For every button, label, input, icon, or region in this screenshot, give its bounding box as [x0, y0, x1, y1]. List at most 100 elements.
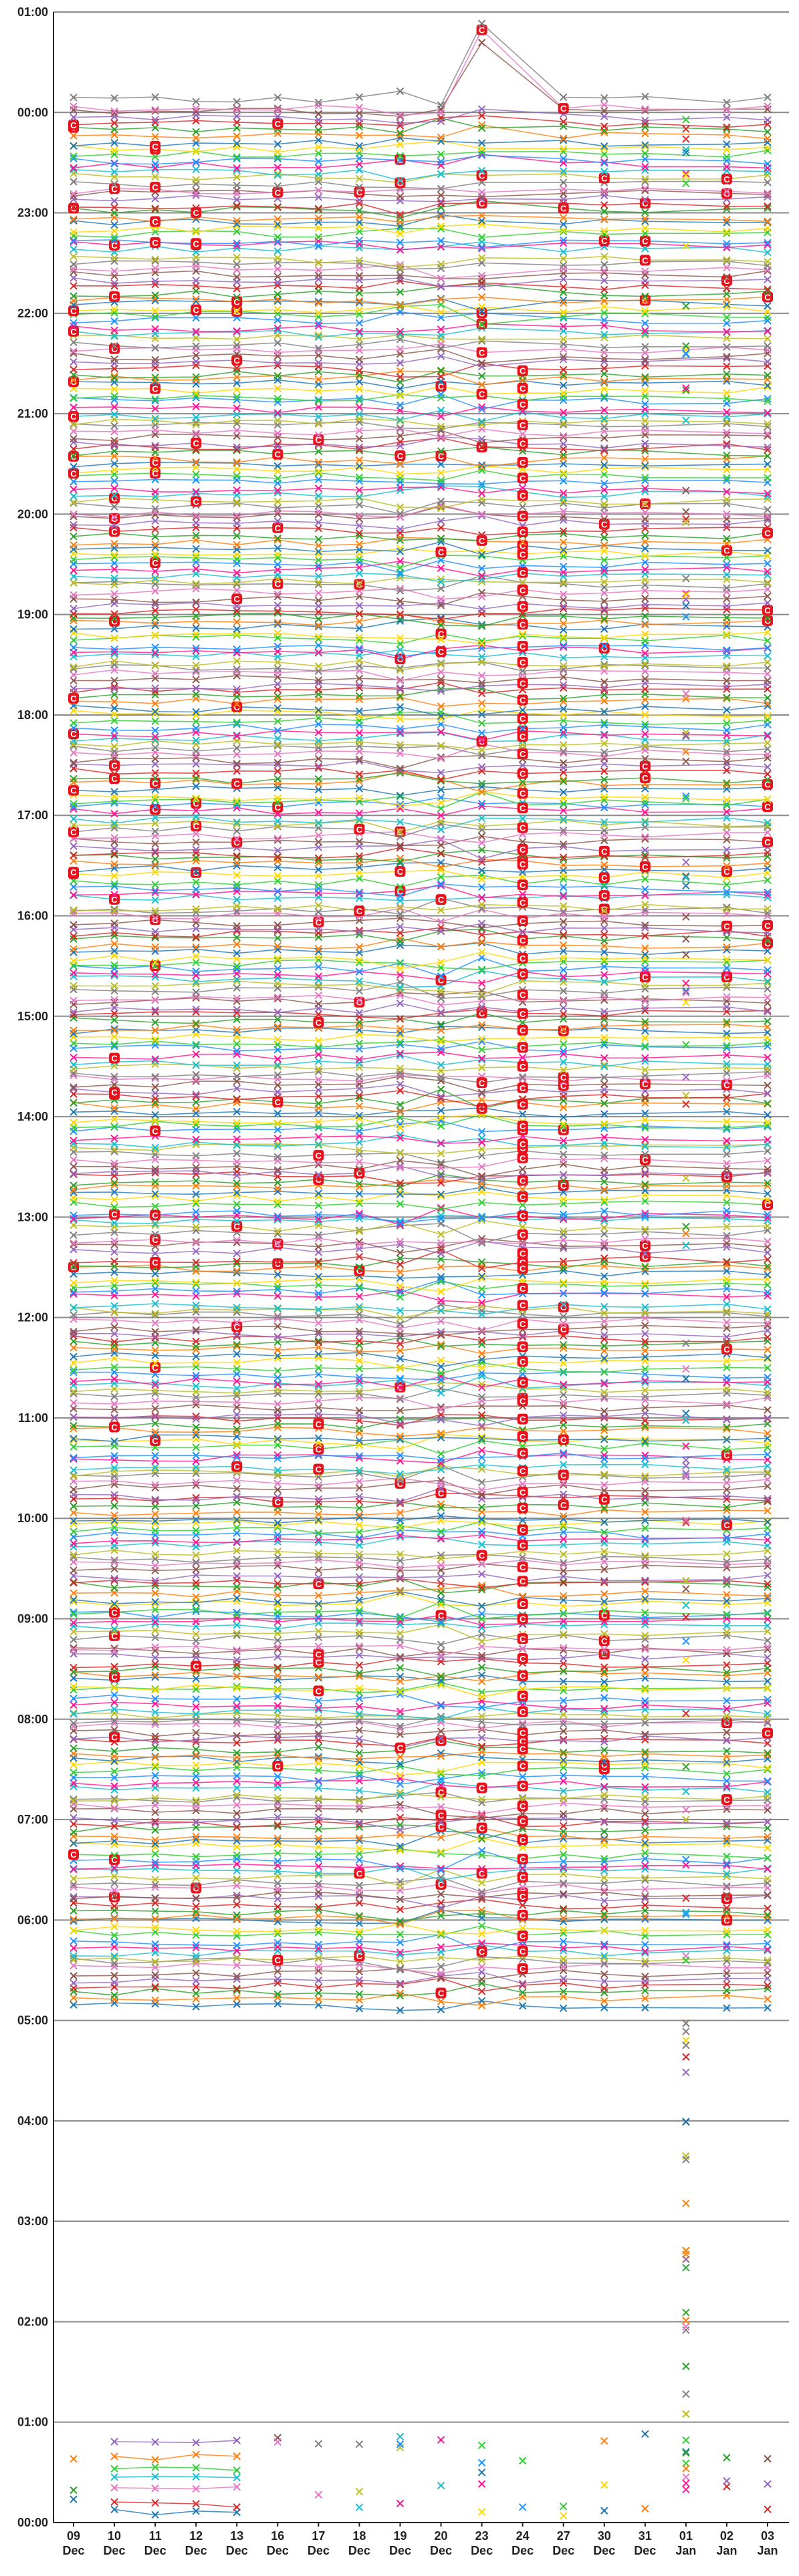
- cancelled-marker: C: [640, 1240, 651, 1251]
- service-line: [74, 1478, 768, 1490]
- service-line: [114, 2440, 237, 2442]
- service-line: [74, 1849, 768, 1859]
- service-line: [74, 1208, 768, 1225]
- service-line: [74, 1766, 768, 1775]
- cancelled-marker: C: [313, 1649, 324, 1659]
- cancelled-marker: C: [150, 557, 160, 568]
- service-line: [74, 1108, 768, 1117]
- cancelled-marker: C: [762, 615, 773, 626]
- service-line: [74, 466, 768, 474]
- cancelled-marker: C: [640, 1154, 651, 1165]
- service-line: [74, 1737, 768, 1746]
- service-line: [74, 1957, 768, 1969]
- service-line: [74, 1741, 768, 1753]
- service-line: [74, 646, 768, 657]
- service-line: [74, 817, 768, 830]
- cancelled-marker: C: [150, 1435, 160, 1446]
- cancelled-marker: C: [313, 1174, 324, 1185]
- cancelled-marker: C: [313, 1419, 324, 1429]
- service-marker: [396, 1882, 403, 1889]
- cancelled-marker: C: [477, 1822, 487, 1833]
- cancelled-marker: C: [599, 872, 610, 883]
- service-line: [74, 386, 768, 396]
- service-line: [74, 437, 768, 448]
- service-line: [74, 958, 768, 976]
- service-line: [74, 792, 768, 809]
- service-line: [114, 2509, 237, 2515]
- cancelled-marker: C: [231, 1221, 242, 1232]
- cancelled-marker: C: [150, 1257, 160, 1268]
- service-line: [74, 1864, 768, 1870]
- cancelled-marker: C: [272, 579, 283, 589]
- cancelled-marker: C: [231, 778, 242, 789]
- cancelled-marker: C: [436, 1988, 447, 1999]
- cancelled-marker: C: [313, 1578, 324, 1589]
- cancelled-marker: C: [436, 547, 447, 557]
- service-line: [74, 429, 768, 437]
- cancelled-marker: C: [191, 821, 201, 831]
- service-line: [74, 1040, 768, 1050]
- service-line: [74, 1564, 768, 1571]
- cancelled-marker: C: [313, 1443, 324, 1454]
- service-line: [74, 542, 768, 555]
- cancelled-marker: C: [477, 1946, 487, 1957]
- service-line: [74, 875, 768, 887]
- service-line: [74, 929, 768, 942]
- cancelled-marker: C: [109, 1607, 120, 1618]
- service-line: [74, 533, 768, 541]
- cancelled-marker: C: [640, 760, 651, 771]
- service-line: [74, 662, 768, 671]
- cancelled-marker: C: [721, 1171, 732, 1182]
- service-line: [74, 633, 768, 644]
- service-line: [74, 1451, 768, 1463]
- cancelled-marker: C: [272, 1761, 283, 1771]
- service-line: [74, 1258, 768, 1268]
- service-line: [74, 1405, 768, 1411]
- service-line: [74, 756, 768, 768]
- cancelled-marker: C: [762, 1727, 773, 1738]
- service-line: [74, 181, 768, 188]
- cancelled-marker: C: [272, 1097, 283, 1107]
- cancelled-marker: C: [558, 1499, 569, 1510]
- service-line: [74, 1435, 768, 1441]
- service-line: [74, 1838, 768, 1852]
- service-line: [74, 1306, 768, 1318]
- service-line: [74, 364, 768, 377]
- service-line: [74, 1752, 768, 1759]
- service-line: [74, 479, 768, 484]
- service-line: [74, 807, 768, 816]
- cancelled-marker: C: [436, 894, 447, 905]
- cancelled-marker: C: [150, 914, 160, 925]
- cancelled-marker: C: [558, 1072, 569, 1083]
- cancelled-marker: C: [394, 866, 405, 877]
- service-line: [74, 305, 768, 313]
- service-line: [74, 141, 768, 152]
- cancelled-marker: C: [354, 1951, 364, 1961]
- service-marker: [438, 1204, 445, 1211]
- service-line: [74, 895, 768, 901]
- service-line: [74, 870, 768, 879]
- service-line: [74, 885, 768, 898]
- service-line: [114, 2502, 237, 2507]
- service-line: [74, 1910, 768, 1924]
- service-line: [74, 1174, 768, 1187]
- cancelled-marker: C: [313, 1464, 324, 1475]
- cancelled-marker: C: [558, 1026, 569, 1036]
- service-marker: [438, 1231, 445, 1238]
- service-line: [74, 214, 768, 226]
- service-line: [74, 859, 768, 867]
- service-line: [114, 2487, 237, 2489]
- service-line: [74, 1136, 768, 1143]
- cancelled-marker: C: [272, 802, 283, 813]
- cancelled-marker: C: [721, 921, 732, 932]
- cancelled-marker: C: [150, 778, 160, 789]
- service-line: [74, 1831, 768, 1846]
- service-line: [74, 1516, 768, 1523]
- service-line: [74, 1659, 768, 1668]
- cancelled-marker: C: [721, 545, 732, 556]
- cancelled-marker: C: [477, 1783, 487, 1794]
- service-line: [74, 324, 768, 332]
- service-line: [74, 1330, 768, 1337]
- service-line: [74, 150, 768, 157]
